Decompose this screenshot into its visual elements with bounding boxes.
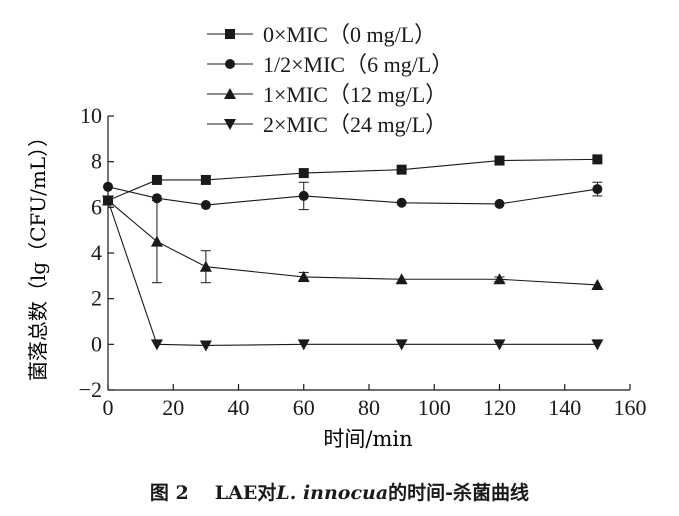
- legend-label: 1/2×MIC（6 mg/L）: [263, 52, 453, 77]
- data-point: [151, 174, 162, 185]
- x-tick-label: 100: [418, 395, 451, 420]
- x-tick-label: 80: [358, 395, 380, 420]
- data-point: [493, 339, 506, 351]
- data-point: [591, 278, 604, 290]
- x-tick-label: 60: [293, 395, 315, 420]
- data-point: [150, 235, 163, 247]
- x-tick-label: 0: [103, 395, 114, 420]
- series-2: [102, 194, 604, 290]
- y-tick-label: 2: [91, 286, 102, 311]
- legend-marker: [224, 119, 236, 130]
- data-point: [493, 273, 506, 285]
- data-point: [102, 195, 114, 207]
- x-tick-label: 40: [228, 395, 250, 420]
- y-tick-label: 4: [91, 240, 102, 265]
- x-tick-label: 140: [548, 395, 581, 420]
- data-point: [592, 154, 603, 165]
- series-line: [107, 200, 598, 286]
- figure-caption: 图 2 LAE对L. innocua的时间-杀菌曲线: [0, 478, 679, 505]
- x-tick-label: 160: [614, 395, 647, 420]
- data-point: [395, 339, 408, 351]
- x-tick-label: 120: [483, 395, 516, 420]
- data-point: [103, 181, 113, 192]
- caption-species: L. innocua: [276, 482, 389, 504]
- kill-curve-chart: 0×MIC（0 mg/L） 1/2×MIC（6 mg/L） 1×MIC（12 mg/…: [26, 22, 647, 451]
- caption-text-after: 的时间-杀菌曲线: [388, 482, 530, 504]
- legend-entry: 2×MIC（24 mg/L）: [207, 112, 447, 137]
- data-point: [200, 200, 211, 211]
- legend-marker: [225, 29, 235, 39]
- data-point: [494, 155, 505, 166]
- data-point: [494, 198, 505, 209]
- plot-area: [102, 154, 604, 352]
- series-3: [102, 195, 604, 352]
- legend-label: 1×MIC（12 mg/L）: [263, 82, 447, 107]
- y-tick-label: −2: [79, 377, 102, 402]
- legend-entry: 0×MIC（0 mg/L）: [207, 22, 436, 47]
- series-line: [107, 200, 598, 347]
- data-point: [396, 164, 407, 175]
- legend-entry: 1/2×MIC（6 mg/L）: [207, 52, 453, 77]
- series-0: [103, 154, 603, 206]
- data-point: [298, 190, 309, 201]
- y-axis-label: 菌落总数（lg（CFU/mL））: [26, 127, 50, 381]
- data-point: [297, 270, 310, 282]
- data-point: [199, 340, 212, 352]
- data-point: [591, 339, 604, 351]
- legend-marker: [224, 88, 236, 99]
- data-point: [592, 184, 603, 195]
- series-line: [107, 158, 598, 201]
- x-axis-label: 时间/min: [323, 427, 412, 451]
- series-line: [107, 186, 598, 206]
- data-point: [200, 174, 211, 185]
- legend-label: 2×MIC（24 mg/L）: [263, 112, 447, 137]
- y-tick-label: 0: [91, 331, 102, 356]
- y-tick-label: 10: [80, 103, 102, 128]
- y-tick-label: 8: [91, 149, 102, 174]
- legend: 0×MIC（0 mg/L） 1/2×MIC（6 mg/L） 1×MIC（12 mg/…: [207, 22, 453, 137]
- data-point: [395, 273, 408, 285]
- y-tick-label: 6: [91, 194, 102, 219]
- data-point: [297, 339, 310, 351]
- series-1: [103, 181, 603, 211]
- data-point: [298, 168, 309, 179]
- data-point: [150, 339, 163, 351]
- data-point: [396, 197, 407, 208]
- legend-label: 0×MIC（0 mg/L）: [263, 22, 436, 47]
- caption-text-before: LAE对: [214, 482, 277, 504]
- figure-label: 图 2: [149, 482, 189, 504]
- legend-marker: [225, 59, 235, 69]
- legend-entry: 1×MIC（12 mg/L）: [207, 82, 447, 107]
- data-point: [199, 260, 212, 272]
- x-tick-label: 20: [162, 395, 184, 420]
